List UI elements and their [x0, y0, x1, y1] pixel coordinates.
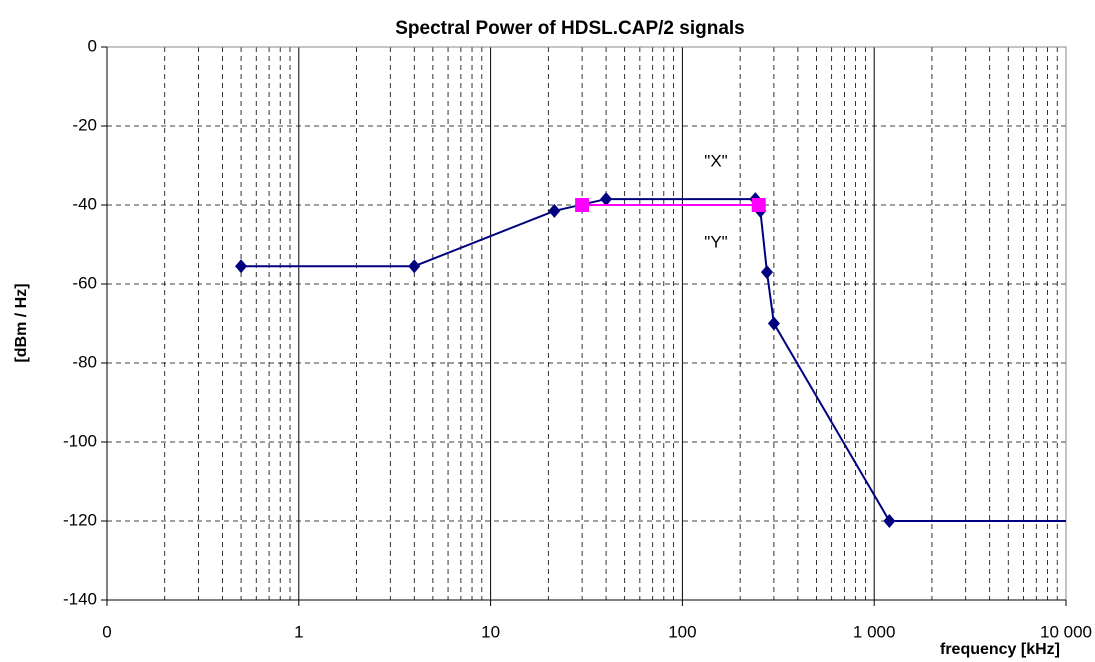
y-tick-label: -20 [72, 115, 97, 134]
x-tick-label: 1 000 [853, 622, 896, 641]
plot-area [235, 192, 1066, 528]
marker [600, 192, 613, 207]
grid [106, 46, 1067, 601]
y-axis-label: [dBm / Hz] [13, 283, 30, 362]
x-tick-label: 0 [102, 622, 111, 641]
x-tick-label: 100 [668, 622, 696, 641]
y-tick-label: -60 [72, 273, 97, 292]
x-tick-label: 10 [481, 622, 500, 641]
x-axis-label: frequency [kHz] [940, 641, 1060, 658]
series-label: "X" [704, 151, 727, 170]
marker [408, 259, 421, 274]
marker [767, 316, 780, 331]
series-label: "Y" [704, 232, 727, 251]
marker [575, 198, 590, 212]
plot-frame [106, 46, 1067, 601]
series-line [241, 198, 1066, 522]
marker [548, 203, 561, 218]
y-tick-label: 0 [88, 36, 97, 55]
y-tick-label: -40 [72, 194, 97, 213]
x-tick-label: 10 000 [1040, 622, 1092, 641]
y-tick-label: -120 [63, 510, 97, 529]
marker [235, 259, 248, 274]
y-tick-label: -100 [63, 431, 97, 450]
y-tick-label: -80 [72, 352, 97, 371]
y-tick-label: -140 [63, 589, 97, 608]
marker [883, 514, 896, 528]
marker [751, 198, 766, 212]
x-tick-label: 1 [294, 622, 303, 641]
chart-title: Spectral Power of HDSL.CAP/2 signals [395, 18, 744, 39]
marker [760, 265, 773, 280]
